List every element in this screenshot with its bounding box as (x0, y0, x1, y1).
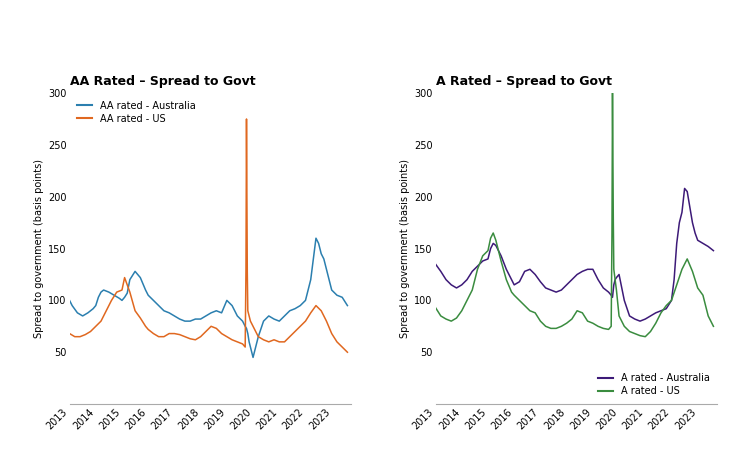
Text: A Rated – Spread to Govt: A Rated – Spread to Govt (436, 75, 611, 88)
Line: A rated - US: A rated - US (436, 93, 714, 337)
Legend: A rated - Australia, A rated - US: A rated - Australia, A rated - US (595, 370, 712, 399)
Text: AA Rated – Spread to Govt: AA Rated – Spread to Govt (70, 75, 255, 88)
AA rated - Australia (65, 298, 74, 303)
A rated - US (709, 324, 718, 329)
AA rated - Australia (196, 316, 205, 322)
A rated - US (607, 324, 616, 329)
Y-axis label: Spread to government (basis points): Spread to government (basis points) (400, 159, 410, 338)
A rated - Australia (667, 298, 676, 303)
AA rated - US (242, 116, 251, 122)
AA rated - Australia (343, 303, 352, 308)
AA rated - US (65, 331, 74, 336)
A rated - Australia (431, 262, 440, 267)
A rated - Australia (520, 269, 529, 274)
Legend: AA rated - Australia, AA rated - US: AA rated - Australia, AA rated - US (75, 98, 198, 127)
Line: A rated - Australia: A rated - Australia (436, 188, 714, 321)
AA rated - Australia (249, 355, 258, 360)
A rated - US (572, 308, 581, 313)
AA rated - Australia (291, 306, 299, 311)
AA rated - Australia (89, 306, 97, 311)
A rated - US (489, 230, 498, 236)
A rated - Australia (680, 186, 689, 191)
A rated - US (641, 334, 650, 340)
Line: AA rated - US: AA rated - US (70, 119, 348, 352)
A rated - US (502, 277, 511, 282)
A rated - Australia (458, 282, 466, 287)
AA rated - Australia (97, 289, 105, 295)
A rated - Australia (709, 248, 718, 253)
A rated - Australia (567, 277, 576, 282)
AA rated - Australia (325, 277, 334, 282)
AA rated - US (165, 331, 173, 336)
A rated - Australia (502, 266, 511, 272)
A rated - US (678, 266, 687, 272)
AA rated - US (123, 282, 132, 287)
Line: AA rated - Australia: AA rated - Australia (70, 238, 348, 357)
A rated - Australia (635, 318, 644, 324)
AA rated - US (343, 350, 352, 355)
Y-axis label: Spread to government (basis points): Spread to government (basis points) (34, 159, 44, 338)
A rated - US (608, 90, 617, 96)
A rated - US (458, 308, 466, 313)
Text: Corporate credit spreads – (AU vs US): Corporate credit spreads – (AU vs US) (190, 17, 542, 35)
AA rated - Australia (312, 236, 321, 241)
A rated - Australia (562, 282, 571, 287)
AA rated - US (223, 334, 231, 340)
AA rated - US (306, 310, 315, 316)
AA rated - US (131, 308, 140, 313)
AA rated - US (241, 344, 250, 350)
AA rated - Australia (181, 318, 190, 324)
A rated - US (431, 305, 440, 311)
